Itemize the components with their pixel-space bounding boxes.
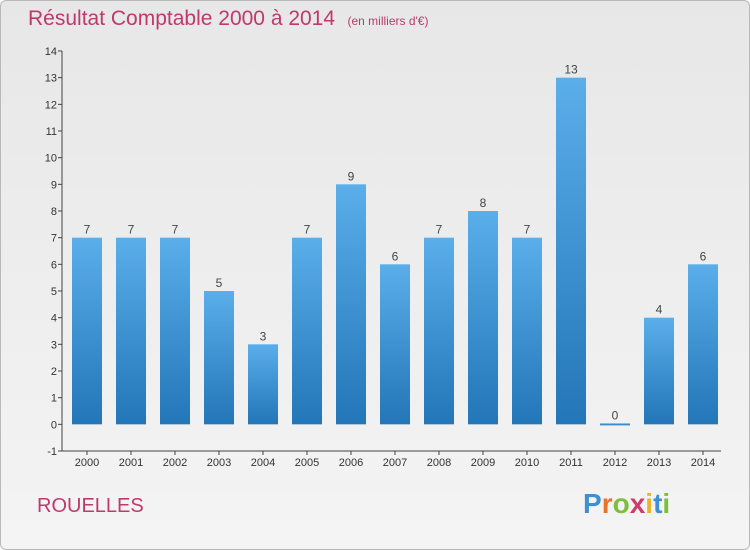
x-tick-label: 2000: [75, 457, 99, 469]
x-tick-label: 2011: [559, 457, 583, 469]
data-label: 7: [172, 223, 179, 237]
y-tick-label: 1: [51, 393, 57, 405]
data-label: 13: [564, 63, 578, 77]
bar: [248, 344, 278, 425]
bar: [688, 264, 718, 425]
bar: [72, 237, 102, 425]
chart-title: Résultat Comptable 2000 à 2014: [28, 7, 336, 30]
x-tick-label: 2009: [471, 457, 495, 469]
data-label: 7: [84, 223, 91, 237]
x-tick-label: 2002: [163, 457, 187, 469]
y-tick-label: 4: [51, 313, 57, 325]
bar: [512, 237, 542, 425]
bar: [644, 317, 674, 425]
x-tick-label: 2013: [647, 457, 671, 469]
bar: [116, 237, 146, 425]
bar: [468, 211, 498, 425]
x-tick-label: 2006: [339, 457, 363, 469]
logo-letter: o: [612, 488, 630, 519]
data-label: 7: [436, 223, 443, 237]
y-tick-label: 2: [51, 366, 57, 378]
y-tick-label: 9: [51, 179, 57, 191]
y-tick-label: 6: [51, 259, 57, 271]
y-tick-label: 0: [51, 419, 57, 431]
x-tick-label: 2003: [207, 457, 231, 469]
x-tick-label: 2014: [691, 457, 715, 469]
x-tick-label: 2005: [295, 457, 319, 469]
data-label: 6: [392, 249, 399, 263]
bar: [600, 423, 630, 426]
x-tick-label: 2004: [251, 457, 275, 469]
bar: [204, 291, 234, 425]
y-tick-label: 12: [45, 99, 57, 111]
bar: [556, 77, 586, 425]
commune-name: ROUELLES: [37, 495, 144, 517]
proxiti-logo[interactable]: Proxiti: [583, 488, 670, 520]
x-tick-label: 2012: [603, 457, 627, 469]
title-row: Résultat Comptable 2000 à 2014 (en milli…: [28, 7, 428, 31]
logo-letter: i: [645, 488, 654, 519]
data-label: 7: [524, 223, 531, 237]
y-tick-label: 7: [51, 233, 57, 245]
y-tick-label: -1: [47, 446, 57, 458]
y-tick-label: 5: [51, 286, 57, 298]
logo-letter: x: [629, 488, 646, 519]
data-label: 7: [128, 223, 135, 237]
chart-subtitle: (en milliers d'€): [347, 14, 429, 28]
logo-letter: r: [601, 488, 613, 519]
bar: [380, 264, 410, 425]
x-tick-label: 2008: [427, 457, 451, 469]
y-tick-label: 11: [46, 126, 57, 138]
data-label: 9: [348, 169, 355, 183]
data-label: 5: [216, 276, 223, 290]
bar: [292, 237, 322, 425]
y-tick-label: 3: [51, 339, 57, 351]
data-label: 0: [612, 408, 619, 422]
x-tick-label: 2001: [119, 457, 143, 469]
bar: [336, 184, 366, 425]
bar: [424, 237, 454, 425]
data-label: 3: [260, 329, 267, 343]
logo-letter: i: [662, 488, 671, 519]
bar: [160, 237, 190, 425]
y-tick-label: 10: [45, 153, 57, 165]
data-label: 4: [656, 303, 663, 317]
data-label: 8: [480, 196, 487, 210]
x-tick-label: 2010: [515, 457, 539, 469]
logo-letter: t: [653, 488, 663, 519]
logo-letter: P: [583, 488, 602, 519]
y-tick-label: 13: [45, 73, 57, 85]
y-tick-label: 8: [51, 206, 57, 218]
data-label: 7: [304, 223, 311, 237]
y-tick-label: 14: [45, 46, 57, 58]
x-tick-label: 2007: [383, 457, 407, 469]
data-label: 6: [700, 249, 707, 263]
